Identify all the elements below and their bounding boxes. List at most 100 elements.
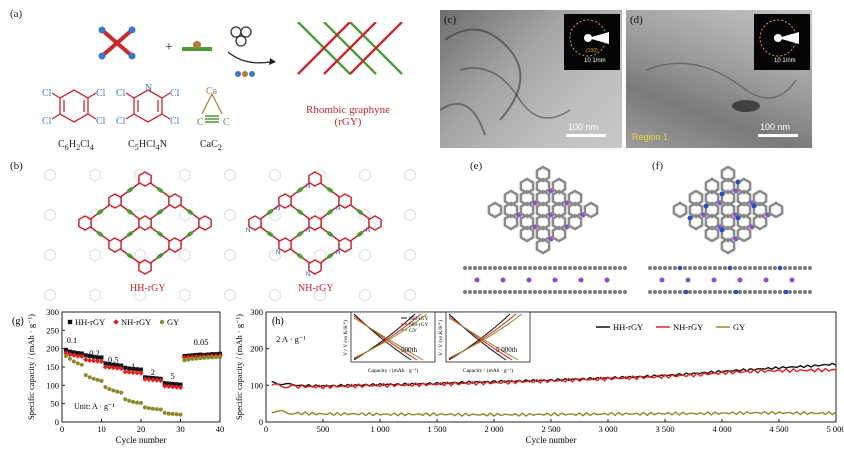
nitrogen-atom	[703, 203, 709, 209]
data-point	[75, 353, 81, 359]
panel-f-model	[648, 165, 812, 295]
carbon-ring	[519, 201, 535, 219]
carbon-atom	[483, 266, 487, 270]
scale-label-d: 100 nm	[760, 122, 791, 132]
data-point	[75, 361, 80, 366]
c-label: C	[223, 117, 230, 128]
y-tick-label: 0	[55, 417, 59, 427]
x-tick-label: 0	[264, 424, 268, 434]
aromatic-ring	[368, 215, 382, 231]
carbon-atom	[788, 290, 792, 294]
x-tick-label: 1 000	[370, 424, 389, 434]
unit-note: Unit: A · g⁻¹	[74, 402, 115, 411]
carbon-atom	[563, 266, 567, 270]
carbon-atom	[548, 290, 552, 294]
y-tick-label: 250	[46, 325, 59, 335]
data-point	[198, 356, 203, 361]
panel-e-label: (e)	[470, 160, 483, 172]
y-tick-label: 0	[259, 417, 263, 427]
nitrogen-atom	[687, 215, 693, 221]
series-line	[271, 367, 837, 390]
potassium-atom	[474, 277, 480, 283]
carbon-ring	[704, 189, 720, 207]
cl-label: Cl	[170, 116, 180, 127]
carbon-ring	[551, 177, 567, 195]
current-density-label: 2 A · g⁻¹	[276, 334, 306, 344]
data-point	[99, 355, 104, 360]
data-point	[210, 355, 215, 360]
data-point	[166, 411, 171, 416]
data-point	[87, 375, 92, 380]
nitrogen-atom	[777, 265, 783, 271]
data-point	[115, 363, 120, 368]
data-point	[91, 354, 96, 359]
data-point	[135, 367, 140, 372]
background-ring	[269, 168, 281, 182]
carbon-atom	[663, 290, 667, 294]
carbon-atom	[608, 290, 612, 294]
alkyne-unit	[326, 187, 334, 193]
nitrogen-atom-label: N	[336, 206, 340, 212]
aromatic-ring	[308, 259, 322, 275]
nitrogen-atom	[733, 289, 739, 295]
data-point	[202, 355, 207, 360]
rate-label: 0.5	[108, 355, 119, 365]
carbon-ring	[567, 213, 583, 231]
aromatic-ring	[108, 237, 122, 253]
carbon-atom	[673, 266, 677, 270]
carbon-atom	[778, 290, 782, 294]
background-ring	[404, 288, 416, 302]
alkyne-unit	[186, 209, 194, 215]
carbon-atom	[738, 290, 742, 294]
data-point	[131, 366, 136, 371]
x-tick-label: 2 500	[541, 424, 560, 434]
carbon-atom	[693, 266, 697, 270]
formula-c5hcl4n: C5HCl4N	[128, 139, 167, 152]
carbon-atom	[658, 266, 662, 270]
data-point	[166, 381, 171, 386]
nitrogen-atom-label: N	[276, 206, 280, 212]
background-ring	[44, 208, 56, 222]
data-point	[127, 398, 132, 403]
data-point	[95, 355, 100, 360]
background-ring	[359, 248, 371, 262]
nitrogen-atom	[719, 227, 725, 233]
alkyne-unit	[96, 231, 104, 237]
scale-label-c: 100 nm	[568, 122, 599, 132]
legend-entry: GY	[167, 317, 179, 327]
alkyne-unit	[326, 231, 334, 237]
data-point	[83, 373, 88, 378]
inset-legend-entry: HH-rGY	[409, 316, 429, 322]
data-point	[158, 407, 163, 412]
carbon-atom	[568, 266, 572, 270]
carbon-atom	[533, 266, 537, 270]
x-tick-label: 5 000	[826, 424, 844, 434]
potassium-atom	[578, 277, 584, 283]
aromatic-ring	[168, 193, 182, 209]
y-tick-label: 150	[46, 362, 59, 372]
inset-legend-entry: GY	[409, 328, 417, 334]
alkyne-unit	[296, 231, 304, 237]
nitrogen-atom-label: N	[306, 184, 310, 190]
data-point	[83, 357, 89, 363]
background-ring	[404, 208, 416, 222]
carbon-atom	[748, 266, 752, 270]
cl-label: Cl	[42, 116, 52, 127]
tem-image-c: (100) 10 1/nm 100 nm	[440, 10, 622, 148]
nitrogen-atom-label: N	[306, 228, 310, 234]
x-tick-label: 4 500	[769, 424, 788, 434]
carbon-atom	[538, 266, 542, 270]
carbon-atom	[533, 290, 537, 294]
background-ring	[44, 248, 56, 262]
carbon-atom	[753, 266, 757, 270]
carbon-atom	[653, 290, 657, 294]
inset-cycle-tag: 500th	[401, 346, 417, 354]
carbon-ring	[503, 213, 519, 231]
carbon-ring	[567, 189, 583, 207]
carbon-atom	[678, 290, 682, 294]
carbon-ring	[551, 189, 567, 207]
carbon-atom	[488, 266, 492, 270]
x-tick-label: 3 500	[655, 424, 674, 434]
background-ring	[224, 208, 236, 222]
carbon-atom	[673, 290, 677, 294]
